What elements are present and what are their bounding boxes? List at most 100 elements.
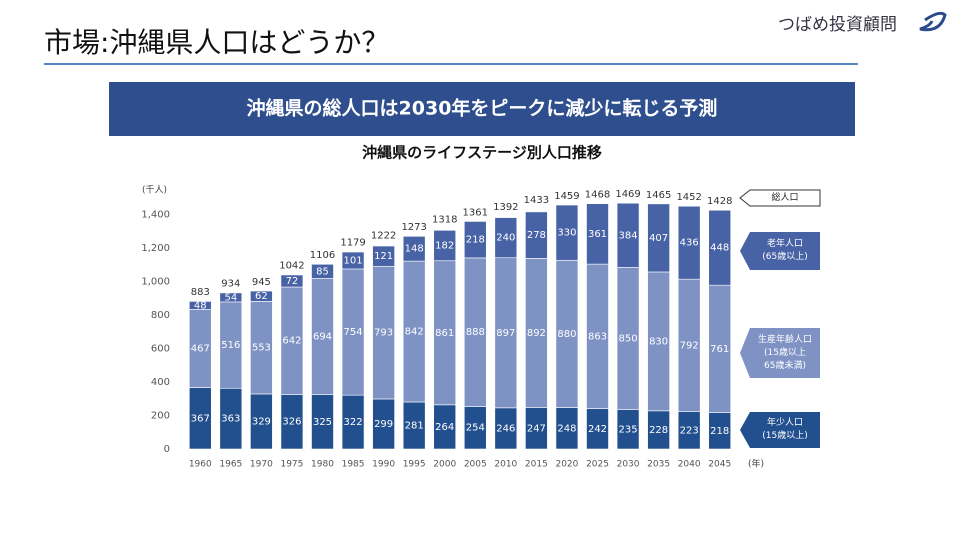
x-tick-label: 1980 xyxy=(311,460,334,470)
chart-title: 沖縄県のライフステージ別人口推移 xyxy=(362,144,602,162)
bar-segment xyxy=(219,292,243,303)
bar-segment xyxy=(586,203,609,265)
value-label: 101 xyxy=(344,255,363,266)
value-label: 694 xyxy=(313,332,332,343)
value-label: 62 xyxy=(255,291,268,302)
bar-segment xyxy=(250,290,273,302)
logo: つばめ投資顧問 xyxy=(778,15,897,35)
value-label: 218 xyxy=(466,235,485,246)
value-label: 281 xyxy=(405,420,424,431)
value-label: 892 xyxy=(527,328,546,339)
bar-segment xyxy=(433,229,457,262)
x-tick-label: 1995 xyxy=(403,460,426,470)
legend-entry: 老年人口 (65歳以上) xyxy=(750,232,820,270)
total-label: 1468 xyxy=(585,189,610,200)
logo-icon xyxy=(919,11,947,32)
value-label: 223 xyxy=(680,425,699,436)
x-tick-label: 1990 xyxy=(372,460,395,470)
value-label: 235 xyxy=(619,424,638,435)
total-label: 1465 xyxy=(646,190,671,201)
bar-segment xyxy=(525,211,548,259)
bar-segment xyxy=(647,203,670,273)
x-tick-label: 2015 xyxy=(525,460,548,470)
legend-text: (15歳以上 65歳未満) xyxy=(764,347,806,371)
total-label: 883 xyxy=(191,287,210,298)
x-tick-label: 2030 xyxy=(617,460,640,470)
total-label: 1179 xyxy=(340,238,365,249)
x-tick-label: 2010 xyxy=(494,460,517,470)
y-tick-label: 200 xyxy=(151,411,170,422)
bar-segment xyxy=(311,263,334,279)
legend-entry: 年少人口 (15歳以上) xyxy=(750,412,820,448)
value-label: 182 xyxy=(435,241,454,252)
bar-segment xyxy=(463,221,487,259)
value-label: 754 xyxy=(344,327,363,338)
x-tick-label: 2035 xyxy=(647,460,670,470)
x-tick-label: 2040 xyxy=(678,460,701,470)
legend-text: 生産年齢人口 xyxy=(757,334,812,345)
value-label: 642 xyxy=(282,336,301,347)
total-label: 1273 xyxy=(401,222,426,233)
legend-entry: 総人口 xyxy=(750,190,820,206)
total-label: 1459 xyxy=(554,191,579,202)
x-tick-label: 2000 xyxy=(433,460,456,470)
legend-text: (65歳以上) xyxy=(762,252,808,262)
bar-segment xyxy=(341,251,365,270)
x-unit: (年) xyxy=(748,458,764,470)
y-tick-label: 1,000 xyxy=(141,277,170,288)
total-label: 1433 xyxy=(524,195,549,206)
value-label: 228 xyxy=(649,425,668,436)
x-tick-label: 2025 xyxy=(586,460,609,470)
y-tick-label: 1,400 xyxy=(141,210,170,221)
legend-entry: 生産年齢人口 (15歳以上 65歳未満) xyxy=(750,328,820,378)
value-label: 54 xyxy=(224,292,237,303)
value-label: 254 xyxy=(466,423,485,434)
total-label: 1428 xyxy=(707,196,732,207)
y-tick-label: 800 xyxy=(151,310,170,321)
value-label: 330 xyxy=(557,228,576,239)
value-label: 329 xyxy=(252,416,271,427)
total-label: 1361 xyxy=(463,207,488,218)
value-label: 436 xyxy=(680,238,699,249)
legend-arrow xyxy=(740,328,820,378)
value-label: 888 xyxy=(466,327,485,338)
x-tick-label: 1975 xyxy=(280,460,303,470)
bar-segment xyxy=(555,204,579,261)
x-tick-label: 2020 xyxy=(555,460,578,470)
value-label: 299 xyxy=(374,419,393,430)
value-label: 278 xyxy=(527,230,546,241)
y-tick-label: 600 xyxy=(151,344,170,355)
total-label: 1042 xyxy=(279,261,304,272)
legend-text: 老年人口 xyxy=(766,239,803,249)
y-tick-label: 0 xyxy=(164,444,170,455)
total-label: 1452 xyxy=(676,192,701,203)
value-label: 248 xyxy=(557,423,576,434)
value-label: 322 xyxy=(344,417,363,428)
value-label: 863 xyxy=(588,331,607,342)
value-label: 148 xyxy=(405,244,424,255)
y-tick-label: 1,200 xyxy=(141,243,170,254)
value-label: 240 xyxy=(496,233,515,244)
value-label: 842 xyxy=(405,327,424,338)
x-tick-label: 1985 xyxy=(342,460,365,470)
value-label: 850 xyxy=(619,334,638,345)
value-label: 367 xyxy=(191,413,210,424)
legend-text: 総人口 xyxy=(771,192,799,203)
value-label: 880 xyxy=(557,329,576,340)
value-label: 448 xyxy=(710,243,729,254)
value-label: 325 xyxy=(313,417,332,428)
value-label: 793 xyxy=(374,328,393,339)
x-tick-label: 1960 xyxy=(189,460,212,470)
value-label: 407 xyxy=(649,233,668,244)
slide-title: 市場:沖縄県人口はどうか？ xyxy=(44,26,389,59)
x-tick-label: 2005 xyxy=(464,460,487,470)
legend-arrow xyxy=(740,412,820,448)
value-label: 361 xyxy=(588,229,607,240)
value-label: 72 xyxy=(286,276,299,287)
total-label: 1106 xyxy=(310,250,335,261)
value-label: 761 xyxy=(710,344,729,355)
value-label: 264 xyxy=(435,422,454,433)
total-label: 945 xyxy=(252,277,271,288)
total-label: 934 xyxy=(221,279,240,290)
